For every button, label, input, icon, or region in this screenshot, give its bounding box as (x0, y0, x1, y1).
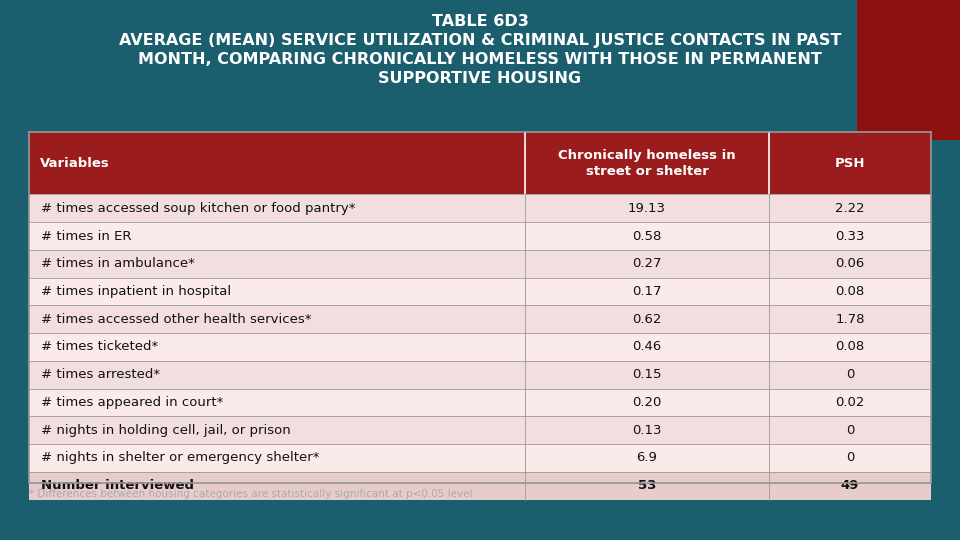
Bar (29, 361, 931, 389)
Text: 19.13: 19.13 (628, 202, 666, 215)
Bar (29, 222, 931, 250)
Bar (29, 444, 931, 472)
Text: # nights in holding cell, jail, or prison: # nights in holding cell, jail, or priso… (41, 424, 291, 437)
Text: 0.20: 0.20 (633, 396, 661, 409)
Text: 6.9: 6.9 (636, 451, 658, 464)
Text: # times accessed soup kitchen or food pantry*: # times accessed soup kitchen or food pa… (41, 202, 356, 215)
Text: 0.58: 0.58 (633, 230, 661, 242)
Text: # times arrested*: # times arrested* (41, 368, 160, 381)
Text: 53: 53 (637, 479, 656, 492)
Bar (29, 472, 931, 500)
Bar (29, 333, 931, 361)
Text: 0.33: 0.33 (835, 230, 865, 242)
Text: 0.06: 0.06 (835, 257, 865, 270)
Text: 0.13: 0.13 (633, 424, 661, 437)
Text: 0: 0 (846, 451, 854, 464)
Bar (29, 278, 931, 305)
Bar (29, 389, 931, 416)
Text: Variables: Variables (40, 157, 110, 170)
Text: 0.17: 0.17 (633, 285, 661, 298)
Text: 1.78: 1.78 (835, 313, 865, 326)
Text: PSH: PSH (835, 157, 865, 170)
Text: # times accessed other health services*: # times accessed other health services* (41, 313, 312, 326)
Bar (29, 250, 931, 278)
Bar (29, 416, 931, 444)
Text: 0.15: 0.15 (633, 368, 661, 381)
Text: 0.08: 0.08 (835, 340, 865, 354)
Text: # times appeared in court*: # times appeared in court* (41, 396, 224, 409)
Text: 0.27: 0.27 (633, 257, 661, 270)
Text: 0: 0 (846, 424, 854, 437)
Text: Chronically homeless in
street or shelter: Chronically homeless in street or shelte… (558, 149, 735, 178)
Text: * Differences between housing categories are statistically significant at p<0.05: * Differences between housing categories… (29, 489, 472, 499)
Text: # nights in shelter or emergency shelter*: # nights in shelter or emergency shelter… (41, 451, 320, 464)
Text: 0.62: 0.62 (633, 313, 661, 326)
Text: # times ticketed*: # times ticketed* (41, 340, 158, 354)
Text: Number interviewed: Number interviewed (41, 479, 194, 492)
Bar (29, 305, 931, 333)
Text: 0.08: 0.08 (835, 285, 865, 298)
Text: 49: 49 (841, 479, 859, 492)
Text: # times in ambulance*: # times in ambulance* (41, 257, 195, 270)
Text: # times in ER: # times in ER (41, 230, 132, 242)
Text: 0: 0 (846, 368, 854, 381)
Text: 2.22: 2.22 (835, 202, 865, 215)
Text: # times inpatient in hospital: # times inpatient in hospital (41, 285, 231, 298)
Bar (29, 194, 931, 222)
Text: TABLE 6D3
AVERAGE (MEAN) SERVICE UTILIZATION & CRIMINAL JUSTICE CONTACTS IN PAST: TABLE 6D3 AVERAGE (MEAN) SERVICE UTILIZA… (119, 14, 841, 86)
Text: 0.46: 0.46 (633, 340, 661, 354)
Text: 0.02: 0.02 (835, 396, 865, 409)
